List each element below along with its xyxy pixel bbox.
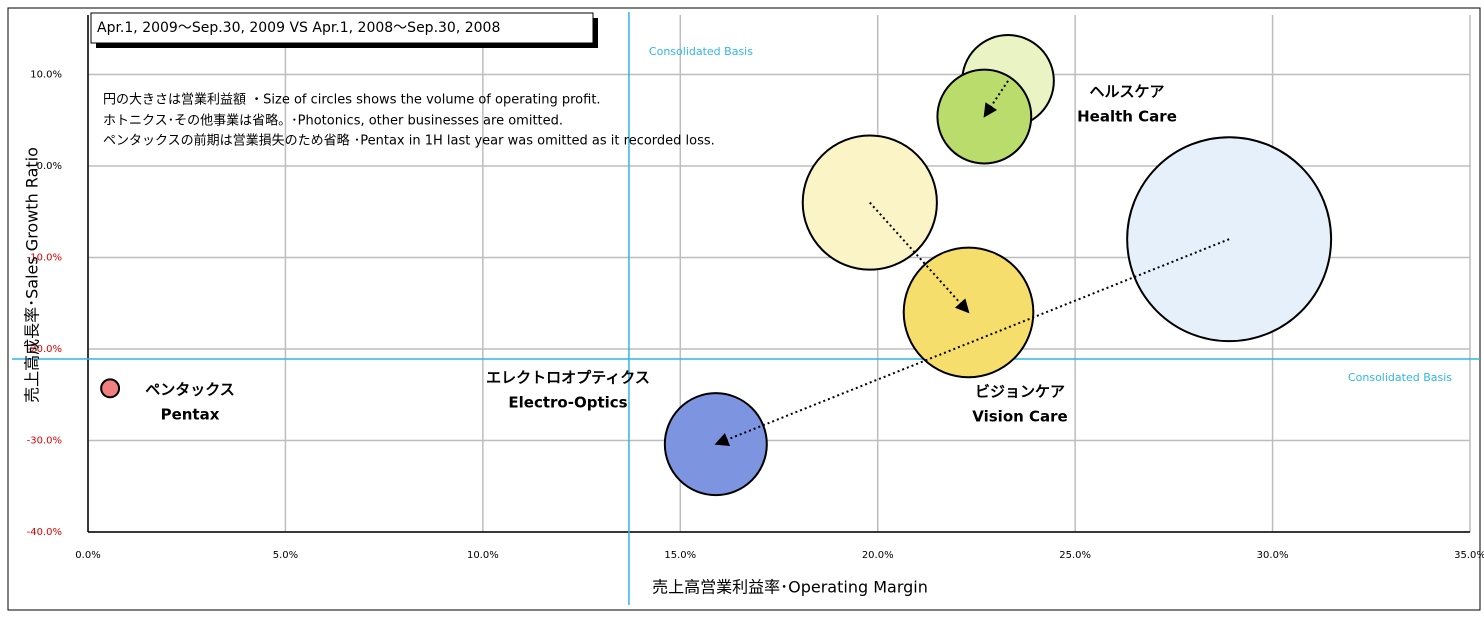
x-tick-label: 5.0% (273, 550, 298, 561)
reference-label: Consolidated Basis (1348, 371, 1452, 384)
chart-title: Apr.1, 2009〜Sep.30, 2009 VS Apr.1, 2008〜… (97, 20, 500, 36)
change-arrow (714, 238, 1230, 446)
y-tick-label: 10.0% (30, 69, 62, 80)
y-tick-label: -30.0% (27, 435, 62, 446)
note: 円の大きさは営業利益額 ・Size of circles shows the v… (103, 92, 601, 108)
segment-label: Electro-Optics (508, 394, 627, 412)
grid: 0.0% 5.0% 10.0% 15.0% 20.0% 25.0% 30.0% 35.0% 10… (12, 12, 1484, 605)
segment-label-ja: エレクトロオプティクス (486, 369, 650, 387)
marks: ヘルスケア Health Care ビジョンケア Vision Care エレクトロオプ… (100, 34, 1333, 497)
bubble (100, 378, 121, 399)
x-tick-label: 15.0% (664, 550, 696, 561)
x-tick-label: 25.0% (1059, 550, 1091, 561)
segment-label: Pentax (161, 406, 220, 424)
segment-label-ja: ビジョンケア (975, 383, 1065, 401)
segment-label: Vision Care (972, 408, 1067, 426)
x-tick-label: 10.0% (467, 550, 499, 561)
segment-label-ja: ヘルスケア (1089, 83, 1164, 101)
reference-label: Consolidated Basis (649, 45, 753, 58)
y-tick-label: -20.0% (27, 344, 62, 355)
bubble (936, 68, 1033, 165)
y-tick-label: -40.0% (27, 527, 62, 538)
y-tick-label: -10.0% (27, 252, 62, 263)
segment-label-ja: ペンタックス (145, 381, 235, 399)
x-tick-label: 30.0% (1257, 550, 1289, 561)
x-tick-label: 20.0% (862, 550, 894, 561)
note: ペンタックスの前期は営業損失のため省略 ･Pentax in 1H last y… (103, 133, 715, 149)
x-tick-label: 0.0% (75, 550, 100, 561)
x-axis-label: 売上高営業利益率･Operating Margin (652, 578, 928, 597)
title-box (90, 12, 594, 44)
y-axis-label: 売上高成長率･Sales Growth Ratio (23, 147, 42, 403)
segment-label: Health Care (1077, 108, 1177, 126)
note: ホトニクス･その他事業は省略。･Photonics, other busines… (103, 113, 563, 129)
y-tick-label: 0.0% (37, 161, 62, 172)
x-tick-label: 35.0% (1454, 550, 1484, 561)
bubble (1126, 136, 1333, 343)
change-arrow (983, 80, 1009, 118)
